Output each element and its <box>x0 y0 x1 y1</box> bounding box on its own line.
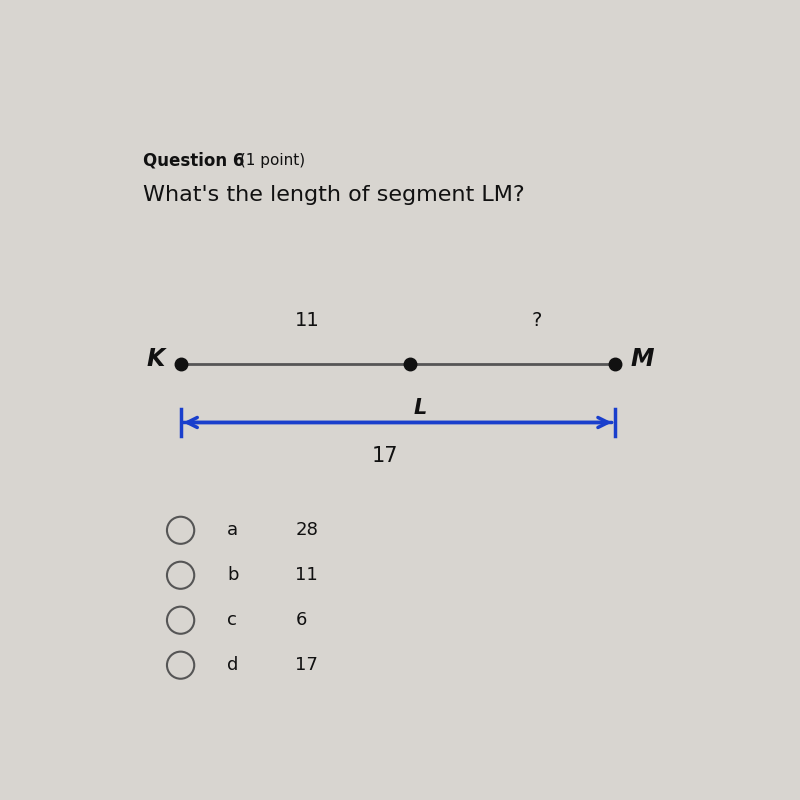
Text: a: a <box>227 522 238 539</box>
Text: M: M <box>630 347 654 371</box>
Text: K: K <box>147 347 165 371</box>
Text: (1 point): (1 point) <box>235 153 306 168</box>
Text: L: L <box>413 398 426 418</box>
Text: What's the length of segment LM?: What's the length of segment LM? <box>143 185 525 205</box>
Text: 11: 11 <box>295 566 318 584</box>
Text: 28: 28 <box>295 522 318 539</box>
Text: Question 6: Question 6 <box>143 152 245 170</box>
Text: b: b <box>227 566 238 584</box>
Text: 17: 17 <box>295 656 318 674</box>
Text: 11: 11 <box>295 311 320 330</box>
Text: c: c <box>227 611 237 630</box>
Text: ?: ? <box>532 311 542 330</box>
Text: 17: 17 <box>372 446 398 466</box>
Text: 6: 6 <box>295 611 306 630</box>
Text: d: d <box>227 656 238 674</box>
